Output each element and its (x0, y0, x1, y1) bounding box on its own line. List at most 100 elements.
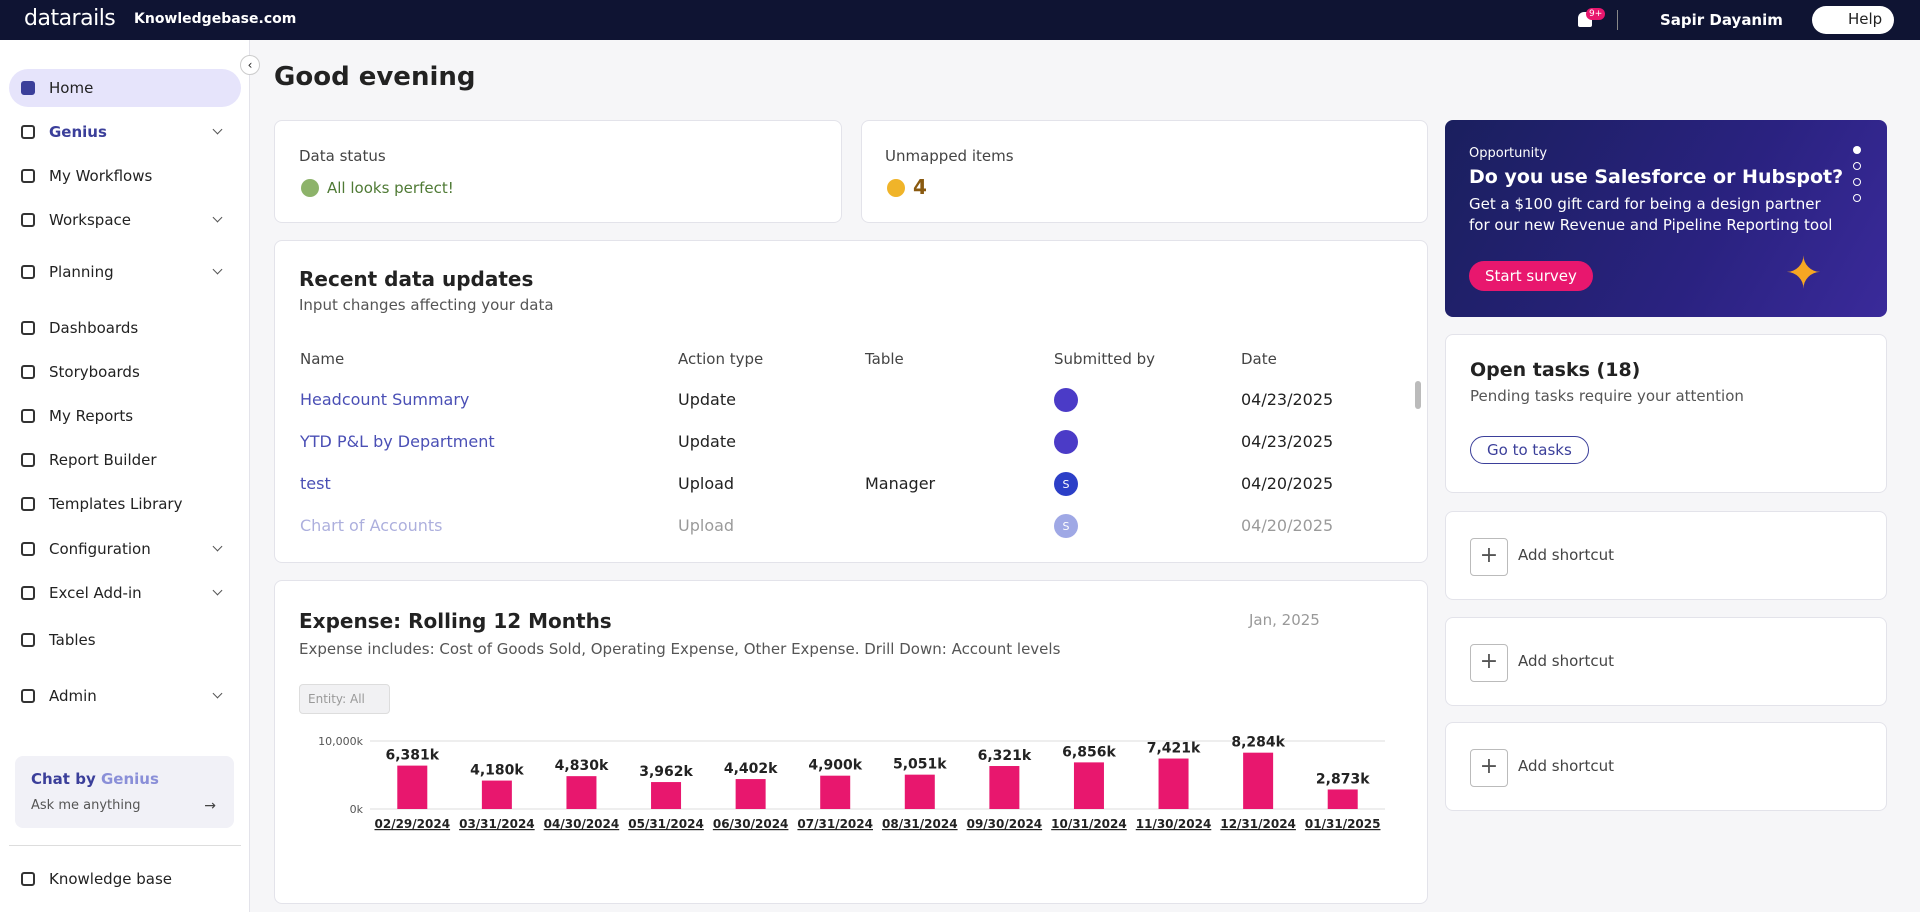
kicker: Opportunity (1469, 146, 1548, 161)
shortcut-label: Add shortcut (1518, 652, 1614, 670)
survey-button[interactable]: Start survey (1469, 261, 1593, 291)
card-subtitle: Input changes affecting your data (299, 296, 554, 314)
chevron (212, 212, 223, 223)
column-header: Name (300, 350, 345, 368)
brand: datarails (24, 6, 116, 31)
arrow: → (204, 798, 216, 814)
shortcut-card[interactable]: + Add shortcut (1445, 617, 1887, 706)
divider (9, 845, 241, 846)
card-title: Data status (299, 147, 386, 165)
nav-item[interactable]: Tables (9, 621, 241, 659)
nav-icon (21, 81, 35, 95)
row-link[interactable]: Chart of Accounts (300, 516, 443, 535)
card-subtitle: Pending tasks require your attention (1470, 387, 1744, 405)
knowledge-base[interactable]: Knowledge base (9, 860, 241, 898)
nav-item[interactable]: Storyboards (9, 353, 241, 391)
column-header: Submitted by (1054, 350, 1156, 368)
nav-label: My Workflows (49, 167, 153, 185)
expense-card: Expense: Rolling 12 Months Expense inclu… (274, 580, 1428, 904)
nav-item[interactable]: My Workflows (9, 157, 241, 195)
value-label: 7,421k (1147, 741, 1201, 757)
nav-item[interactable]: Dashboards (9, 309, 241, 347)
nav-label: Admin (49, 687, 97, 705)
nav-item[interactable]: My Reports (9, 397, 241, 435)
collapse[interactable]: ‹ (240, 55, 260, 75)
divider (1617, 10, 1618, 30)
nav-item[interactable]: Excel Add-in (9, 574, 241, 612)
promo-text: Get a $100 gift card for being a design … (1469, 195, 1833, 234)
value-label: 4,180k (470, 763, 524, 779)
nav-item[interactable]: Workspace (9, 201, 241, 239)
nav-item[interactable]: Configuration (9, 530, 241, 568)
nav-icon (21, 213, 35, 227)
shortcut-label: Add shortcut (1518, 757, 1614, 775)
chart: 0k 10,000k 6,381k 02/29/2024 4,180k 03/31/202… (318, 735, 1385, 831)
bar (989, 766, 1020, 809)
bar (904, 774, 935, 809)
card-subtitle: Expense includes: Cost of Goods Sold, Op… (299, 640, 1061, 658)
nav-item[interactable]: Admin (9, 677, 241, 715)
user-name[interactable]: Sapir Dayanim (1660, 11, 1783, 29)
recent-updates-card: Recent data updates Input changes affect… (274, 240, 1428, 563)
plus-box: + (1470, 644, 1508, 682)
value-label: 3,962k (639, 764, 693, 780)
card-title: Recent data updates (299, 267, 534, 291)
bar (1073, 762, 1104, 809)
shortcut-card[interactable]: + Add shortcut (1445, 722, 1887, 811)
status: All looks perfect! (327, 179, 454, 197)
row-link[interactable]: test (300, 474, 331, 493)
nav-label: Storyboards (49, 363, 140, 381)
nav-item[interactable]: Report Builder (9, 441, 241, 479)
count: 4 (913, 175, 927, 199)
data-status-card[interactable]: Data status All looks perfect! (274, 120, 842, 223)
tasks-button[interactable]: Go to tasks (1470, 436, 1589, 464)
nav-label: Planning (49, 263, 114, 281)
site-name[interactable]: Knowledgebase.com (134, 11, 297, 27)
cell: Upload (678, 474, 735, 493)
row-link[interactable]: YTD P&L by Department (300, 432, 495, 451)
dot[interactable] (1853, 194, 1861, 202)
bar (481, 780, 512, 809)
ok-icon (301, 179, 319, 197)
dot[interactable] (1853, 146, 1861, 154)
shortcut-card[interactable]: + Add shortcut (1445, 511, 1887, 600)
nav-item[interactable]: Home (9, 69, 241, 107)
chat-subtitle: Ask me anything (31, 798, 141, 813)
plus-box: + (1470, 538, 1508, 576)
cell: Update (678, 432, 736, 451)
card-title: Open tasks (18) (1470, 359, 1641, 381)
nav-label: Home (49, 79, 94, 97)
x-tick-label: 04/30/2024 (544, 817, 620, 831)
nav-item[interactable]: Planning (9, 253, 241, 291)
entity-filter[interactable]: Entity: All (299, 684, 390, 714)
chevron (212, 124, 223, 135)
bar (566, 776, 597, 809)
nav-icon (21, 586, 35, 600)
promo-title: Do you use Salesforce or Hubspot? (1469, 166, 1844, 188)
y-tick-label: 0k (350, 803, 364, 816)
nav-item[interactable]: Genius (9, 113, 241, 151)
sparkle: ✦ (1785, 248, 1822, 299)
value-label: 6,381k (385, 748, 439, 764)
chat-box[interactable]: Chat by Genius Ask me anything → (15, 756, 234, 828)
chat-genius: Genius (100, 770, 159, 788)
nav-item[interactable]: Templates Library (9, 485, 241, 523)
value-label: 4,402k (724, 761, 778, 777)
nav-icon (21, 169, 35, 183)
column-header: Table (865, 350, 904, 368)
date-picker[interactable]: Jan, 2025 (1249, 611, 1320, 629)
bar (820, 775, 851, 809)
scrollbar[interactable] (1415, 381, 1421, 409)
cell: Upload (678, 516, 735, 535)
dot[interactable] (1853, 162, 1861, 170)
help-button[interactable]: Help (1812, 6, 1894, 34)
x-tick-label: 03/31/2024 (459, 817, 535, 831)
cell: 04/23/2025 (1241, 390, 1334, 409)
nav-label: Genius (49, 123, 107, 141)
avatar (1054, 430, 1078, 454)
unmapped-card[interactable]: Unmapped items 4 (861, 120, 1428, 223)
x-tick-label: 01/31/2025 (1305, 817, 1381, 831)
row-link[interactable]: Headcount Summary (300, 390, 470, 409)
dot[interactable] (1853, 178, 1861, 186)
cell: Update (678, 390, 736, 409)
